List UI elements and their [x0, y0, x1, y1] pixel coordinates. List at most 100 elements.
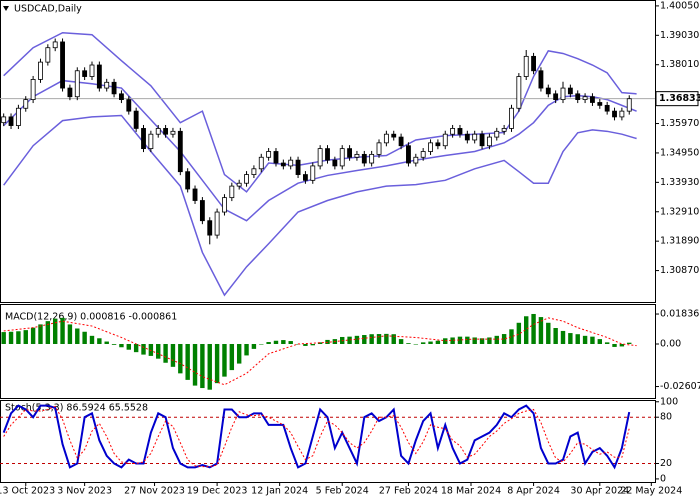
- macd-bar: [214, 343, 220, 384]
- macd-bar: [597, 339, 603, 344]
- candle-body: [141, 128, 146, 150]
- macd-bar: [163, 343, 168, 363]
- macd-bar: [560, 330, 566, 344]
- y-tick-label: 0.00: [660, 338, 681, 349]
- candle-body: [391, 133, 397, 138]
- x-tick-label: 13 Oct 2023: [0, 486, 55, 497]
- macd-bar: [266, 342, 271, 344]
- candle-body: [325, 148, 330, 161]
- macd-bar: [509, 329, 514, 344]
- candle-body: [428, 142, 433, 152]
- macd-bar: [465, 336, 470, 344]
- candle-body: [52, 41, 58, 49]
- x-tick-label: 3 Nov 2023: [57, 486, 112, 497]
- candle-body: [244, 174, 249, 184]
- macd-bar: [420, 342, 426, 344]
- x-tick-label: 18 Mar 2024: [441, 486, 501, 497]
- candle-body: [30, 79, 36, 101]
- macd-bar: [45, 321, 51, 344]
- macd-bar: [156, 343, 161, 359]
- stoch-panel: [0, 400, 656, 483]
- macd-bar: [148, 343, 154, 356]
- candle-body: [45, 47, 51, 63]
- macd-bar: [391, 334, 396, 344]
- candle-body: [192, 188, 198, 201]
- macd-bar: [222, 343, 227, 377]
- candle-body: [479, 133, 485, 147]
- macd-bar: [619, 343, 625, 347]
- macd-bar: [627, 342, 632, 344]
- candle-body: [302, 174, 308, 181]
- macd-bar: [8, 331, 14, 344]
- macd-bar: [435, 340, 441, 344]
- candle-body: [486, 136, 492, 147]
- macd-bar: [347, 336, 352, 344]
- candle-body: [15, 107, 21, 126]
- candle-body: [148, 133, 154, 150]
- macd-bar: [384, 333, 389, 344]
- candle-body: [185, 171, 191, 190]
- candle-body: [119, 93, 124, 101]
- x-tick-label: 27 Nov 2023: [124, 486, 185, 497]
- macd-bar: [178, 343, 183, 374]
- x-tick-label: 30 Apr 2024: [570, 486, 629, 497]
- candle-body: [420, 151, 426, 158]
- y-tick-label: 20: [660, 458, 672, 469]
- candle-body: [339, 148, 345, 167]
- candle-body: [89, 64, 95, 77]
- symbol-arrow: [3, 6, 9, 11]
- macd-bar: [244, 343, 249, 356]
- candle-body: [604, 104, 610, 112]
- macd-bar: [185, 343, 190, 380]
- macd-bar: [207, 343, 212, 390]
- candle-body: [126, 99, 132, 112]
- price-panel: [0, 0, 656, 303]
- macd-bar: [281, 340, 286, 344]
- candle-body: [332, 159, 338, 167]
- candle-body: [163, 128, 169, 135]
- macd-bar: [590, 336, 595, 344]
- candle-body: [177, 130, 183, 173]
- candle-body: [509, 107, 514, 129]
- candle-body: [567, 87, 573, 95]
- candle-body: [23, 99, 29, 109]
- candle-body: [560, 87, 566, 101]
- macd-bar: [310, 343, 315, 346]
- candle-body: [626, 98, 632, 112]
- candle-body: [413, 156, 419, 164]
- candle-body: [575, 93, 581, 101]
- macd-bar: [60, 317, 65, 344]
- candle-body: [369, 153, 375, 164]
- candle-body: [310, 165, 316, 181]
- macd-bar: [89, 335, 95, 344]
- macd-bar: [362, 335, 367, 344]
- macd-bar: [369, 334, 374, 344]
- y-tick-label: 100: [660, 396, 678, 407]
- last-price-box: [655, 91, 699, 107]
- macd-bar: [170, 343, 176, 367]
- macd-bar: [472, 337, 477, 344]
- macd-bar: [612, 343, 617, 347]
- macd-bar: [30, 327, 36, 344]
- candle-body: [67, 87, 73, 98]
- macd-bar: [288, 341, 293, 344]
- bollinger-lower: [3, 114, 637, 297]
- macd-panel: [0, 304, 656, 399]
- macd-bar: [501, 334, 507, 344]
- macd-bar: [303, 343, 308, 346]
- macd-bar: [450, 337, 455, 344]
- macd-bar: [251, 343, 257, 349]
- candle-body: [406, 145, 411, 164]
- candle-body: [538, 70, 544, 89]
- candle-body: [266, 151, 272, 158]
- candle-body: [133, 110, 139, 129]
- y-tick-label: 1.32910: [660, 206, 699, 217]
- candle-body: [523, 55, 529, 77]
- candle-body: [60, 41, 65, 89]
- candle-body: [435, 142, 441, 147]
- candle-body: [111, 81, 117, 95]
- macd-bar: [259, 343, 264, 345]
- macd-bar: [23, 330, 28, 344]
- candle-body: [317, 148, 323, 167]
